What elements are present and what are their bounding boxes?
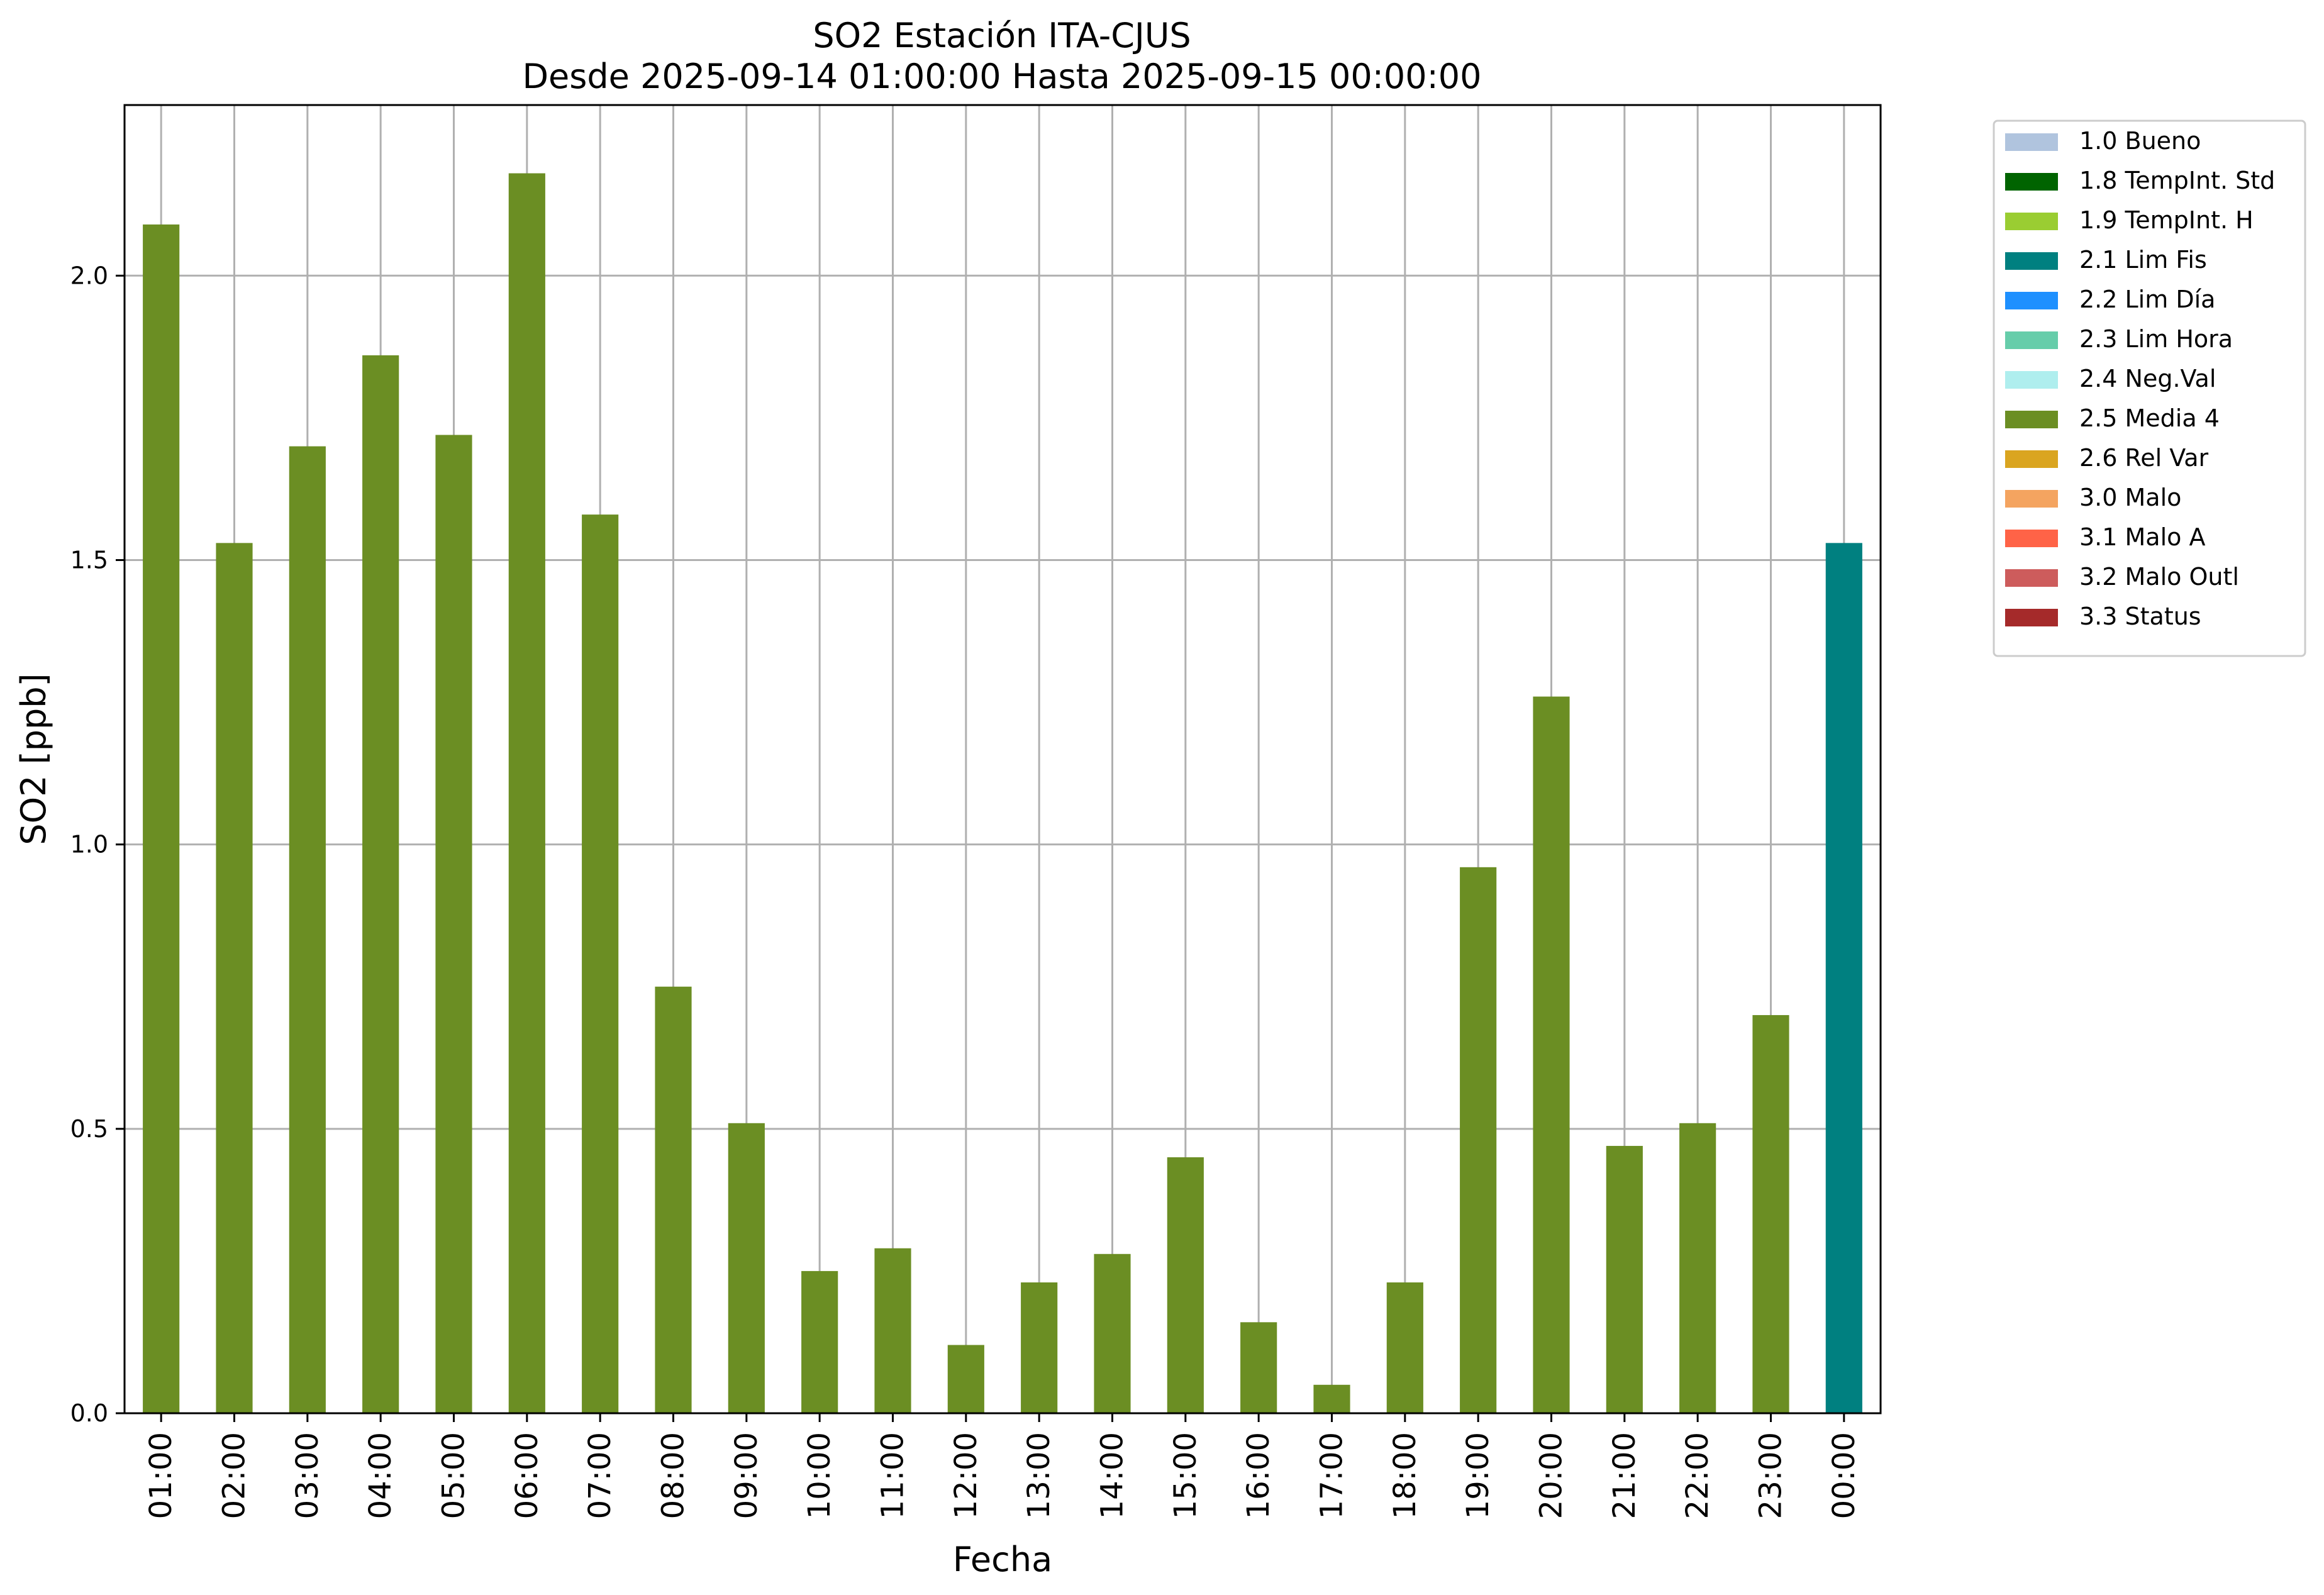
legend-swatch xyxy=(2005,490,2058,508)
x-tick-label: 05:00 xyxy=(436,1432,472,1519)
legend-swatch xyxy=(2005,213,2058,230)
legend-label: 3.3 Status xyxy=(2079,603,2201,630)
bar-13:00 xyxy=(1021,1282,1058,1413)
bar-18:00 xyxy=(1386,1282,1423,1413)
bar-06:00 xyxy=(508,173,545,1413)
bar-09:00 xyxy=(728,1123,765,1413)
legend-swatch xyxy=(2005,252,2058,270)
legend-swatch xyxy=(2005,609,2058,626)
bar-21:00 xyxy=(1606,1145,1643,1413)
bar-02:00 xyxy=(216,543,253,1413)
legend-swatch xyxy=(2005,173,2058,191)
x-tick-label: 02:00 xyxy=(217,1432,252,1519)
chart-title: SO2 Estación ITA-CJUS xyxy=(813,16,1191,55)
legend-swatch xyxy=(2005,292,2058,309)
y-tick-label: 2.0 xyxy=(70,262,108,289)
legend-label: 2.5 Media 4 xyxy=(2079,404,2220,432)
bar-16:00 xyxy=(1240,1322,1277,1413)
bar-17:00 xyxy=(1313,1384,1350,1413)
x-tick-label: 03:00 xyxy=(290,1432,325,1519)
legend-swatch xyxy=(2005,569,2058,587)
x-tick-label: 23:00 xyxy=(1754,1432,1789,1519)
legend-swatch xyxy=(2005,331,2058,349)
chart-subtitle: Desde 2025-09-14 01:00:00 Hasta 2025-09-… xyxy=(522,57,1481,96)
x-tick-label: 09:00 xyxy=(729,1432,764,1519)
legend-label: 3.2 Malo Outl xyxy=(2079,563,2239,591)
legend-swatch xyxy=(2005,450,2058,468)
bar-19:00 xyxy=(1460,867,1497,1413)
legend-swatch xyxy=(2005,371,2058,389)
y-tick-label: 0.0 xyxy=(70,1399,108,1427)
bar-04:00 xyxy=(362,355,399,1413)
x-tick-label: 14:00 xyxy=(1095,1432,1130,1519)
x-axis-label: Fecha xyxy=(953,1540,1052,1579)
legend-label: 3.1 Malo A xyxy=(2079,523,2205,551)
x-tick-label: 17:00 xyxy=(1315,1432,1350,1519)
bar-14:00 xyxy=(1094,1253,1131,1413)
bar-23:00 xyxy=(1752,1014,1789,1413)
y-tick-label: 1.5 xyxy=(70,546,108,574)
bar-20:00 xyxy=(1533,696,1570,1413)
x-tick-label: 12:00 xyxy=(948,1432,984,1519)
x-tick-label: 08:00 xyxy=(656,1432,691,1519)
legend-label: 3.0 Malo xyxy=(2079,484,2181,511)
legend-frame xyxy=(1993,119,2306,657)
legend-swatch xyxy=(2005,133,2058,151)
legend-label: 1.8 TempInt. Std xyxy=(2079,167,2275,194)
x-tick-label: 11:00 xyxy=(876,1432,911,1519)
bars-group xyxy=(143,173,1862,1414)
bar-07:00 xyxy=(582,514,619,1414)
x-tick-label: 18:00 xyxy=(1387,1432,1423,1519)
x-tick-label: 06:00 xyxy=(509,1432,545,1519)
legend-label: 2.1 Lim Fis xyxy=(2079,246,2207,274)
legend-label: 2.2 Lim Día xyxy=(2079,286,2215,313)
legend-label: 2.3 Lim Hora xyxy=(2079,325,2233,353)
legend-label: 2.6 Rel Var xyxy=(2079,444,2209,472)
x-tick-label: 10:00 xyxy=(802,1432,837,1519)
x-tick-label: 07:00 xyxy=(582,1432,618,1519)
plot-frame xyxy=(123,104,1882,1414)
y-tick-label: 1.0 xyxy=(70,831,108,859)
legend-label: 1.9 TempInt. H xyxy=(2079,206,2254,234)
bar-01:00 xyxy=(143,224,180,1413)
x-tick-label: 04:00 xyxy=(363,1432,398,1519)
legend-swatch xyxy=(2005,411,2058,428)
bar-22:00 xyxy=(1679,1123,1716,1413)
x-tick-label: 22:00 xyxy=(1680,1432,1715,1519)
axis-ticks: 0.0 0.5 1.0 1.5 2.0 01:00 02:00 03:00 04:00 05:00… xyxy=(70,262,1862,1519)
y-tick-label: 0.5 xyxy=(70,1115,108,1143)
x-tick-label: 20:00 xyxy=(1534,1432,1569,1519)
bar-05:00 xyxy=(435,435,472,1413)
legend-label: 2.4 Neg.Val xyxy=(2079,365,2216,392)
bar-08:00 xyxy=(655,986,692,1413)
bar-00:00 xyxy=(1825,543,1862,1413)
y-axis-label: SO2 [ppb] xyxy=(14,673,53,845)
x-tick-label: 15:00 xyxy=(1168,1432,1203,1519)
bar-12:00 xyxy=(947,1345,984,1413)
legend-swatch xyxy=(2005,530,2058,547)
x-tick-label: 00:00 xyxy=(1826,1432,1862,1519)
bar-11:00 xyxy=(874,1248,911,1413)
x-tick-label: 01:00 xyxy=(143,1432,179,1519)
legend-label: 1.0 Bueno xyxy=(2079,127,2201,155)
x-tick-label: 21:00 xyxy=(1607,1432,1642,1519)
x-tick-label: 16:00 xyxy=(1241,1432,1276,1519)
legend: 1.0 Bueno 1.8 TempInt. Std 1.9 TempInt. H 2… xyxy=(1993,119,2306,657)
bar-10:00 xyxy=(801,1270,838,1413)
bar-03:00 xyxy=(289,446,326,1414)
bar-15:00 xyxy=(1167,1157,1204,1413)
x-tick-label: 13:00 xyxy=(1021,1432,1057,1519)
x-tick-label: 19:00 xyxy=(1460,1432,1496,1519)
